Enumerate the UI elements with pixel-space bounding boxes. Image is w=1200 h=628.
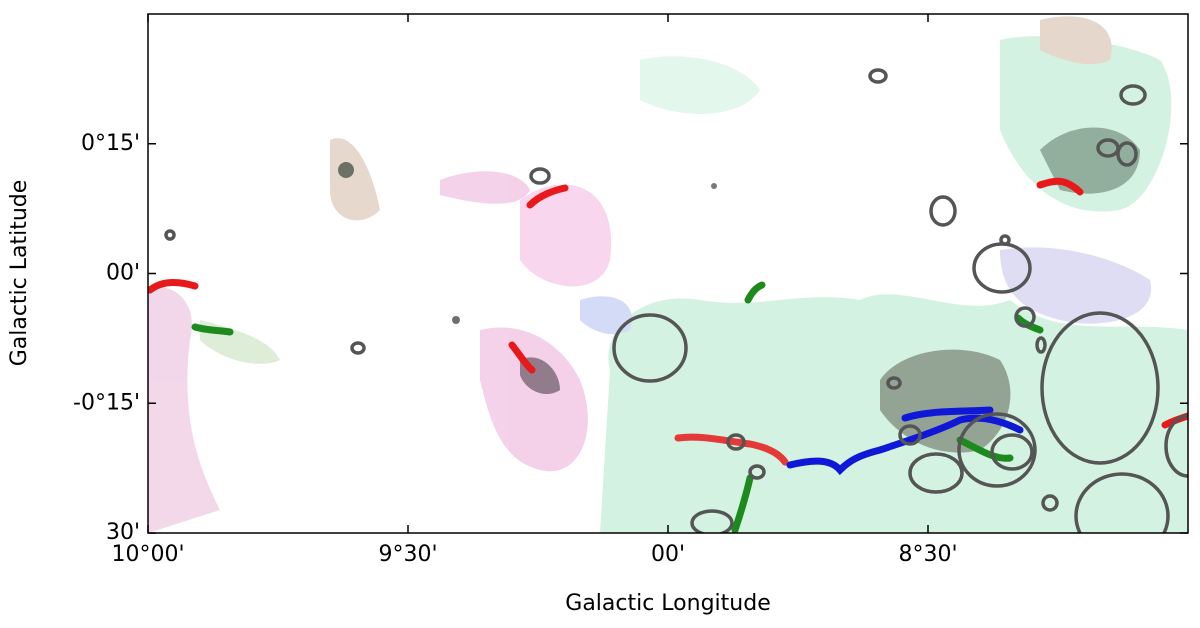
sky-image xyxy=(148,16,1188,533)
y-tick-label: 0°15' xyxy=(81,131,140,156)
x-axis-label: Galactic Longitude xyxy=(565,591,770,616)
y-tick-label: 00' xyxy=(106,261,140,286)
y-tick-label: 30' xyxy=(106,520,140,545)
x-tick-label: 00' xyxy=(651,542,685,567)
y-tick-label: -0°15' xyxy=(73,390,140,415)
emission-blobs xyxy=(148,16,1188,533)
x-tick-label: 10°00' xyxy=(111,542,184,567)
y-axis-label: Galactic Latitude xyxy=(7,180,32,367)
regions xyxy=(164,68,1188,533)
x-tick-label: 8°30' xyxy=(898,542,957,567)
x-tick-label: 9°30' xyxy=(378,542,437,567)
